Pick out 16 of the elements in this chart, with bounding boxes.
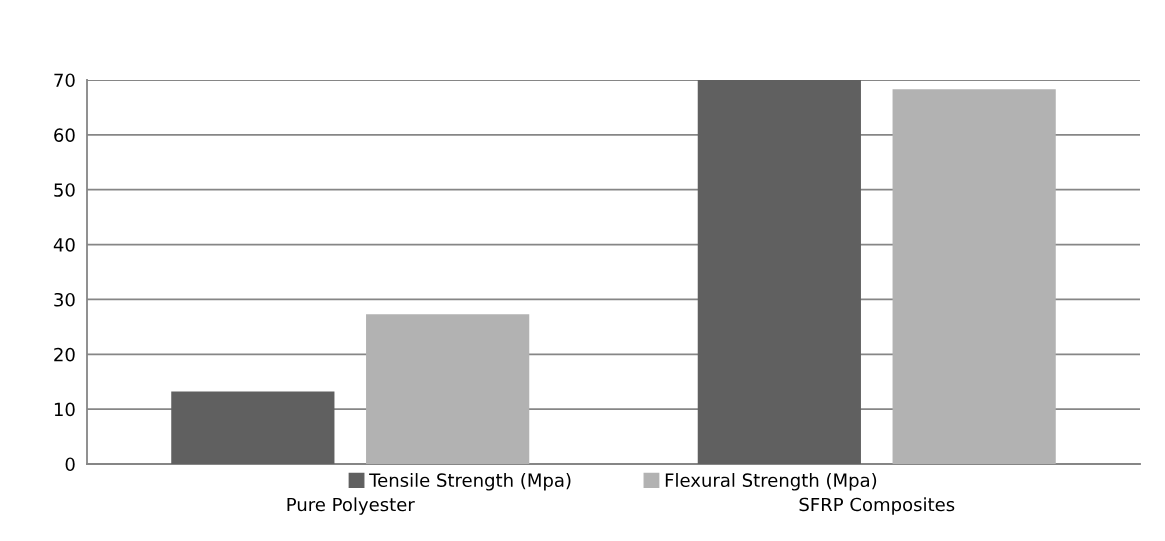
y-tick-label: 10 [54, 402, 75, 417]
y-tick-label: 0 [65, 457, 75, 472]
y-tick-label: 60 [54, 128, 75, 142]
legend-label: Tensile Strength (Mpa) [369, 473, 571, 491]
x-tick-label: Pure Polyester [287, 497, 415, 515]
y-tick-label: 20 [54, 347, 75, 362]
bar [697, 80, 861, 464]
bar [366, 314, 530, 464]
y-tick-label: 50 [54, 183, 75, 197]
y-tick-label: 40 [53, 238, 75, 252]
x-tick-label: SFRP Composites [799, 497, 955, 515]
y-tick-label: 70 [54, 73, 75, 88]
bar [171, 391, 335, 464]
bar [892, 89, 1056, 464]
legend-label: Flexural Strength (Mpa) [665, 473, 877, 491]
y-tick-label: 30 [54, 292, 75, 307]
